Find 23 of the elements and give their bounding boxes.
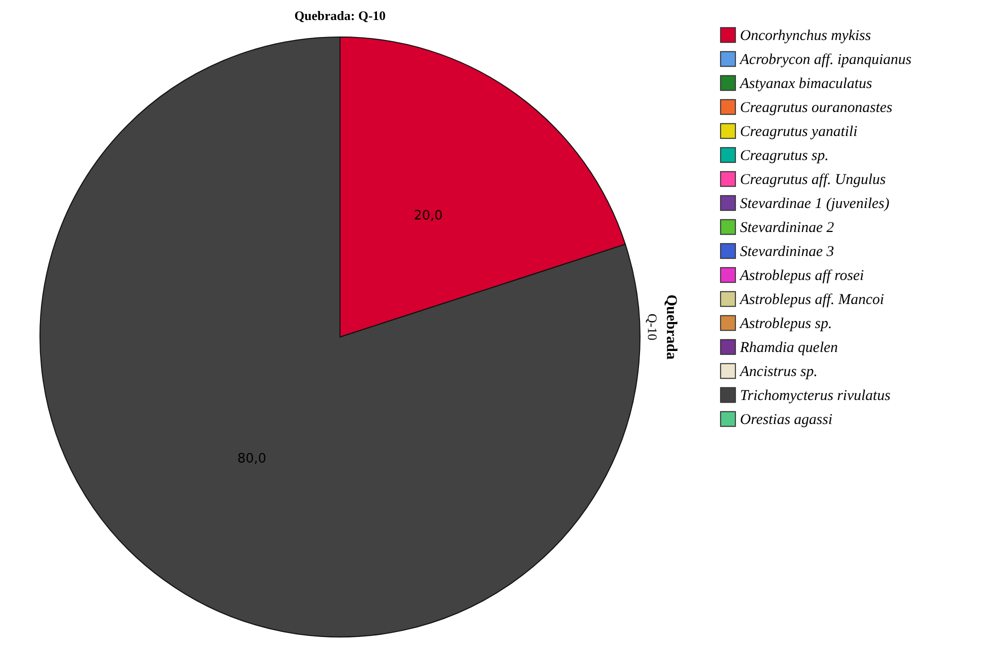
pie-slice bbox=[40, 36, 640, 638]
data-label: 80,0 bbox=[237, 451, 266, 466]
text: Quebrada bbox=[663, 294, 679, 360]
chart-title: Quebrada: Q-10 bbox=[294, 8, 386, 23]
legend-label: Acrobrycon aff. ipanquianus bbox=[739, 52, 912, 68]
legend-label: Creagrutus sp. bbox=[740, 148, 829, 164]
legend-label: Stevardininae 3 bbox=[740, 244, 834, 260]
legend-label: Trichomycterus rivulatus bbox=[740, 388, 891, 404]
legend-label: Creagrutus aff. Ungulus bbox=[740, 172, 886, 188]
legend-label: Stevardinae 1 (juveniles) bbox=[740, 196, 890, 212]
text: Q-10 bbox=[645, 314, 660, 340]
legend-label: Creagrutus ouranonastes bbox=[740, 100, 893, 116]
legend-label: Oncorhynchus mykiss bbox=[740, 28, 872, 44]
legend-label: Astyanax bimaculatus bbox=[739, 76, 872, 92]
legend-label: Stevardininae 2 bbox=[740, 220, 835, 236]
legend-label: Astroblepus aff rosei bbox=[739, 268, 864, 284]
legend-label: Astroblepus aff. Mancoi bbox=[739, 292, 884, 308]
legend-label: Rhamdia quelen bbox=[739, 340, 838, 356]
legend-label: Orestias agassi bbox=[740, 412, 832, 428]
legend-label: Astroblepus sp. bbox=[739, 316, 832, 332]
legend-label: Ancistrus sp. bbox=[739, 364, 818, 380]
data-label: 20,0 bbox=[414, 208, 443, 224]
legend-label: Creagrutus yanatili bbox=[740, 124, 858, 140]
